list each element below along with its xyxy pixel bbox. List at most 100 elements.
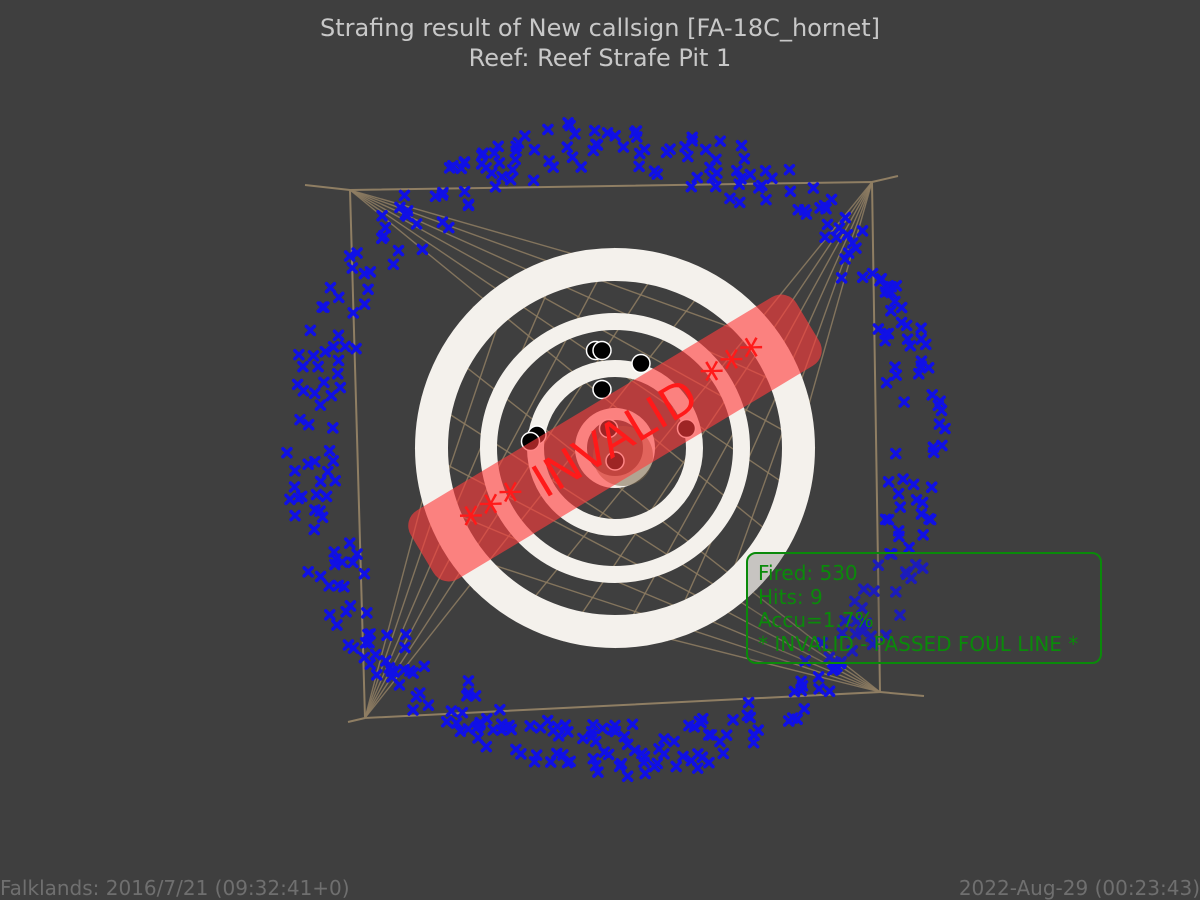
miss-x-icon [879, 334, 891, 347]
miss-x-icon [872, 323, 885, 335]
invalid-status: * INVALID - PASSED FOUL LINE * [758, 631, 1079, 656]
miss-x-icon [450, 717, 463, 729]
miss-x-icon [314, 570, 327, 583]
miss-x-icon [308, 523, 320, 536]
miss-x-icon [344, 537, 356, 549]
miss-x-icon [587, 144, 600, 157]
miss-x-icon [702, 729, 715, 741]
miss-x-icon [711, 167, 723, 179]
footer-timestamp: 2022-Aug-29 (00:23:43) [958, 876, 1200, 900]
miss-x-icon [587, 752, 600, 765]
miss-x-icon [493, 157, 506, 169]
miss-x-icon [890, 279, 903, 292]
miss-x-icon [915, 322, 927, 335]
miss-x-icon [783, 163, 796, 176]
miss-x-icon [714, 135, 726, 147]
miss-x-icon [332, 329, 345, 341]
miss-x-icon [865, 630, 877, 643]
miss-x-icon [926, 389, 938, 401]
miss-x-icon [351, 247, 363, 259]
miss-x-icon [833, 222, 846, 234]
miss-x-icon [895, 301, 908, 314]
miss-x-icon [609, 129, 621, 142]
miss-x-icon [302, 566, 314, 578]
miss-x-icon [892, 487, 905, 500]
miss-x-icon [562, 117, 574, 129]
miss-x-icon [506, 164, 519, 176]
miss-x-icon [577, 732, 589, 745]
miss-x-icon [441, 716, 453, 728]
miss-x-icon [462, 723, 475, 735]
miss-x-icon [585, 726, 598, 738]
miss-x-icon [683, 719, 695, 732]
miss-x-icon [916, 562, 929, 574]
miss-x-icon [528, 144, 541, 156]
miss-x-icon [695, 717, 707, 729]
miss-x-icon [309, 455, 321, 468]
miss-x-icon [528, 755, 541, 768]
miss-x-icon [458, 185, 471, 198]
miss-x-icon [691, 171, 703, 184]
miss-x-icon [456, 706, 469, 719]
miss-x-icon [856, 271, 869, 283]
miss-x-icon [703, 756, 715, 769]
miss-x-icon [324, 281, 337, 294]
miss-x-icon [890, 586, 902, 598]
miss-x-icon [458, 157, 471, 169]
miss-x-icon [472, 732, 484, 744]
fired-count: Fired: 530 [758, 561, 858, 585]
miss-x-icon [898, 396, 910, 408]
miss-x-icon [879, 513, 892, 526]
miss-x-icon [575, 161, 587, 173]
miss-x-icon [569, 128, 581, 140]
miss-x-icon [324, 609, 336, 621]
miss-x-icon [717, 747, 730, 760]
miss-x-icon [917, 529, 929, 541]
miss-x-icon [307, 350, 320, 362]
miss-x-icon [327, 422, 339, 434]
miss-x-icon [813, 683, 825, 695]
miss-x-icon [882, 327, 895, 340]
miss-x-icon [343, 250, 356, 262]
miss-x-icon [487, 724, 499, 736]
miss-x-icon [720, 729, 733, 741]
miss-x-icon [489, 181, 502, 193]
frame-edge [304, 184, 351, 191]
miss-x-icon [494, 704, 506, 716]
miss-x-icon [892, 525, 905, 537]
miss-x-icon [564, 755, 576, 768]
miss-x-icon [510, 743, 522, 756]
frame-strut [421, 395, 881, 693]
miss-x-icon [630, 125, 643, 137]
miss-x-icon [910, 559, 922, 571]
miss-x-icon [480, 162, 492, 174]
miss-x-icon [670, 760, 682, 773]
stats-panel: Fired: 530 Hits: 9 Accu=1.7% * INVALID -… [746, 552, 1102, 664]
miss-x-icon [527, 174, 540, 187]
miss-x-icon [401, 210, 413, 222]
miss-x-icon [903, 541, 915, 554]
miss-x-icon [499, 721, 512, 734]
miss-x-icon [915, 360, 927, 372]
miss-x-icon [615, 758, 628, 770]
miss-x-icon [839, 614, 851, 627]
miss-x-icon [626, 718, 639, 731]
miss-x-icon [639, 767, 651, 780]
miss-x-icon [314, 505, 326, 517]
miss-x-icon [686, 131, 698, 144]
miss-x-icon [476, 149, 488, 162]
miss-x-icon [668, 735, 680, 748]
miss-x-icon [856, 602, 868, 614]
miss-x-icon [327, 455, 339, 467]
miss-x-icon [753, 182, 765, 194]
miss-x-icon [830, 231, 843, 243]
miss-x-icon [682, 150, 694, 163]
miss-x-icon [312, 360, 324, 373]
miss-x-icon [651, 757, 664, 770]
miss-x-icon [796, 680, 809, 692]
miss-x-icon [592, 766, 604, 778]
miss-x-icon [880, 377, 893, 389]
miss-x-icon [602, 748, 615, 761]
miss-x-icon [835, 272, 848, 284]
